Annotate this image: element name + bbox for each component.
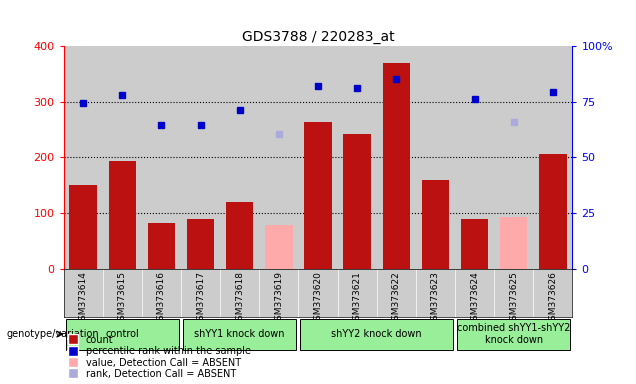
Text: GSM373626: GSM373626 [548,271,557,326]
Bar [148,223,175,269]
Bar [187,219,214,269]
FancyBboxPatch shape [300,319,453,349]
FancyBboxPatch shape [183,319,296,349]
Text: GSM373617: GSM373617 [196,271,205,326]
Text: GSM373620: GSM373620 [314,271,322,326]
Text: shYY2 knock down: shYY2 knock down [331,329,422,339]
Text: GSM373621: GSM373621 [352,271,362,326]
Bar [109,161,136,269]
Text: GSM373615: GSM373615 [118,271,127,326]
Bar [304,122,332,269]
Text: GSM373622: GSM373622 [392,271,401,326]
Text: GSM373614: GSM373614 [79,271,88,326]
Bar [226,202,253,269]
FancyBboxPatch shape [66,319,179,349]
FancyBboxPatch shape [457,319,570,349]
Text: control: control [106,329,139,339]
Legend: count, percentile rank within the sample, value, Detection Call = ABSENT, rank, : count, percentile rank within the sample… [69,335,251,379]
Text: GSM373624: GSM373624 [470,271,479,326]
Text: GSM373616: GSM373616 [157,271,166,326]
Title: GDS3788 / 220283_at: GDS3788 / 220283_at [242,30,394,44]
Bar [422,180,449,269]
Bar [539,154,567,269]
Bar [500,217,527,269]
Bar [265,225,293,269]
Bar [69,185,97,269]
Text: genotype/variation: genotype/variation [6,329,99,339]
Text: combined shYY1-shYY2
knock down: combined shYY1-shYY2 knock down [457,323,570,345]
Text: GSM373623: GSM373623 [431,271,440,326]
Text: GSM373625: GSM373625 [509,271,518,326]
Bar [461,219,488,269]
Text: GSM373618: GSM373618 [235,271,244,326]
Text: shYY1 knock down: shYY1 knock down [195,329,285,339]
Text: GSM373619: GSM373619 [274,271,284,326]
Bar [343,134,371,269]
Bar [383,63,410,269]
